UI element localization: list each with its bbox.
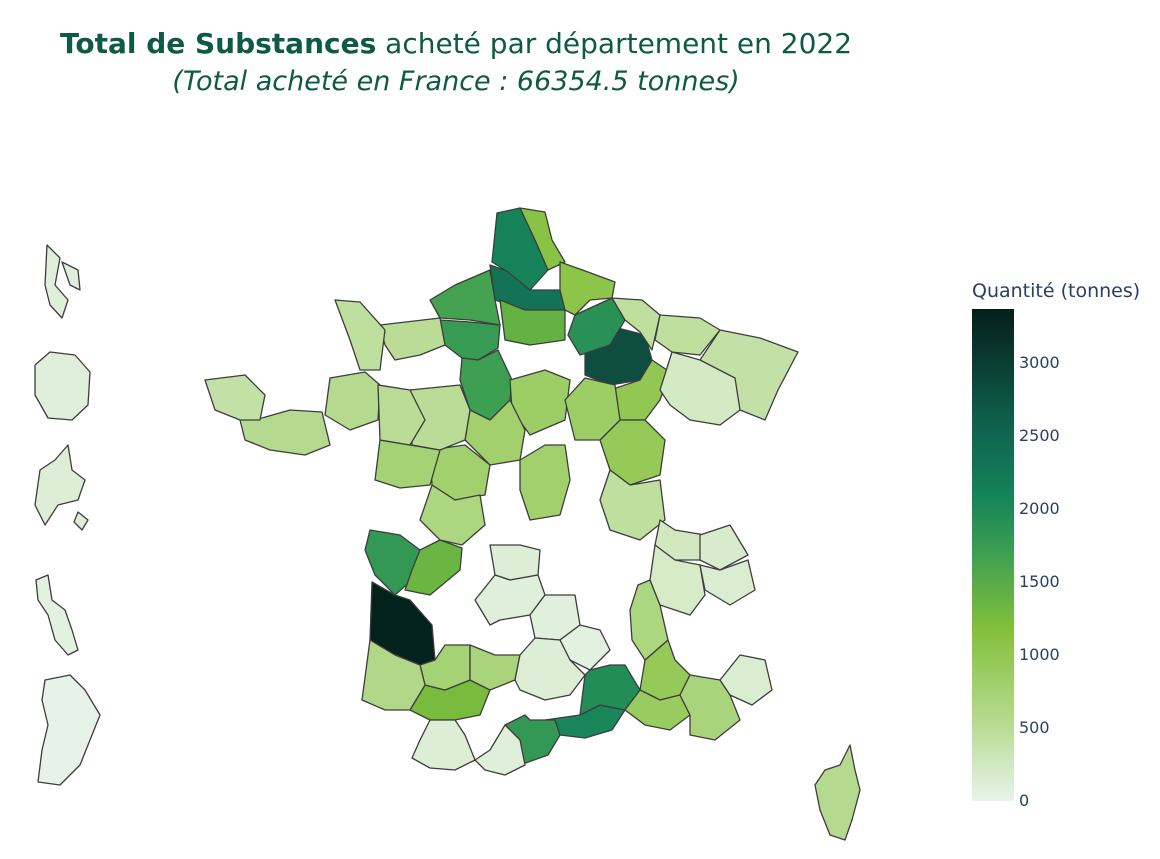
region-seine-maritime[interactable] xyxy=(429,269,501,326)
colorbar-tick-0: 0 xyxy=(1019,791,1030,810)
region-ille-et-vilaine[interactable] xyxy=(324,371,381,431)
colorbar-tick-500: 500 xyxy=(1019,718,1050,737)
region-charente-maritime[interactable] xyxy=(364,529,421,596)
region-la-r-union[interactable] xyxy=(34,444,89,531)
region-mayotte[interactable] xyxy=(35,574,79,656)
colorbar-tick-1000: 1000 xyxy=(1019,645,1060,664)
region-meuse[interactable] xyxy=(611,297,661,351)
title-rest: acheté par département en 2022 xyxy=(376,27,853,60)
region-cher[interactable] xyxy=(519,444,571,521)
department-regions xyxy=(34,207,861,841)
region-oise[interactable] xyxy=(499,299,566,346)
region-is-re[interactable] xyxy=(649,544,706,616)
legend-title: Quantité (tonnes) xyxy=(972,280,1141,302)
region-aveyron[interactable] xyxy=(514,637,586,701)
region-sa-ne-et-loire[interactable] xyxy=(599,469,666,541)
region-creuse[interactable] xyxy=(489,544,541,581)
region-martinique[interactable] xyxy=(34,351,91,421)
region-landes[interactable] xyxy=(361,639,426,711)
region-sarthe[interactable] xyxy=(409,384,471,451)
region-vosges[interactable] xyxy=(659,351,741,426)
map-subtitle: (Total acheté en France : 66354.5 tonnes… xyxy=(172,66,740,97)
colorbar-tick-3000: 3000 xyxy=(1019,353,1060,373)
region-aisne[interactable] xyxy=(559,261,616,316)
region-tarn-et-garonne[interactable] xyxy=(469,644,521,691)
region-pas-de-calais[interactable] xyxy=(519,207,566,271)
region-loir-et-cher[interactable] xyxy=(464,399,526,466)
region-eure[interactable] xyxy=(439,319,501,361)
colorbar-tick-1500: 1500 xyxy=(1019,572,1060,591)
colorbar xyxy=(972,309,1014,801)
region-morbihan[interactable] xyxy=(239,409,331,456)
region-corse[interactable] xyxy=(814,744,861,841)
region-yonne[interactable] xyxy=(564,377,621,441)
colorbar-tick-2500: 2500 xyxy=(1019,426,1060,445)
map-title: Total de Substances acheté par départeme… xyxy=(0,26,912,62)
region-savoie[interactable] xyxy=(699,559,756,606)
region-manche[interactable] xyxy=(334,299,386,371)
region-alpes-maritimes[interactable] xyxy=(719,654,773,706)
region-hautes-pyr-n-es[interactable] xyxy=(411,719,476,771)
region-finist-re[interactable] xyxy=(204,374,266,421)
region-moselle[interactable] xyxy=(654,314,721,356)
region-haute-savoie[interactable] xyxy=(699,524,749,571)
title-bold: Total de Substances xyxy=(59,27,377,60)
region-var[interactable] xyxy=(679,674,741,741)
colorbar-tick-2000: 2000 xyxy=(1019,499,1060,518)
region-guadeloupe[interactable] xyxy=(44,244,81,319)
region-calvados[interactable] xyxy=(379,317,446,361)
region-guyane[interactable] xyxy=(37,674,101,786)
region-ari-ge[interactable] xyxy=(474,724,526,776)
region-vienne[interactable] xyxy=(419,484,486,546)
region-mayenne[interactable] xyxy=(377,384,426,446)
